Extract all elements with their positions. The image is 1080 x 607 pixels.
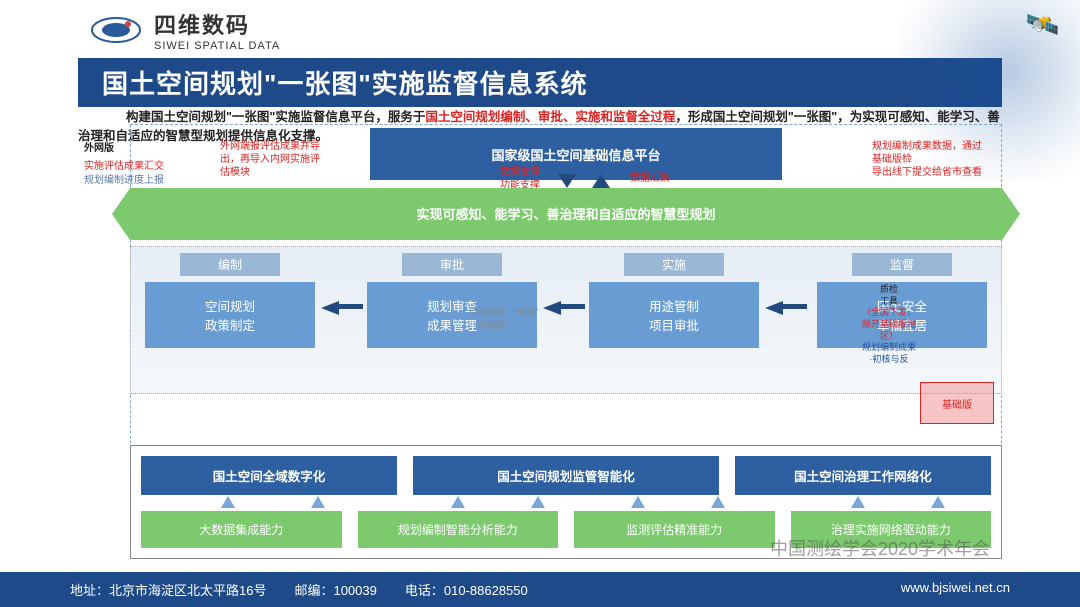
stage-col-1: 编制 空间规划政策制定	[145, 253, 315, 348]
note-left: 外网端报评估成果并导出，再导入内网实施评估模块	[220, 140, 320, 179]
footer-zip: 邮编：100039	[294, 580, 376, 599]
footer-url: www.bjsiwei.net.cn	[901, 580, 1010, 599]
green-cap-1: 大数据集成能力	[141, 511, 342, 548]
green-cap-3: 监测评估精准能力	[574, 511, 775, 548]
footer-tel: 电话：010-88628550	[405, 580, 528, 599]
stage-col-2: 审批 规划审查成果管理	[367, 253, 537, 348]
satellite-icon: 🛰️	[1025, 8, 1060, 41]
footer-addr: 地址：北京市海淀区北太平路16号	[70, 580, 266, 599]
main-content: 构建国土空间规划"一张图"实施监督信息平台，服务于国土空间规划编制、审批、实施和…	[78, 108, 1002, 559]
note-mid2: 数据汇集	[630, 172, 670, 185]
page-title: 国土空间规划"一张图"实施监督信息系统	[78, 58, 1002, 107]
stage-col-3: 实施 用途管制项目审批	[589, 253, 759, 348]
note-right: 规划编制成果数据，通过基础版检 导出线下提交给省市查看	[872, 140, 982, 179]
blue-cap-1: 国土空间全域数字化	[141, 456, 397, 495]
green-capability-band: 实现可感知、能学习、善治理和自适应的智慧型规划	[130, 188, 1002, 240]
blue-cap-3: 国土空间治理工作网络化	[735, 456, 991, 495]
green-cap-2: 规划编制智能分析能力	[358, 511, 559, 548]
brand-en: SIWEI SPATIAL DATA	[154, 40, 280, 52]
side-labels: 外网版 实施评估成果汇交 规划编制进度上报	[84, 142, 164, 188]
brand-cn: 四维数码	[154, 8, 280, 40]
watermark: 中国测绘学会2020学术年会	[770, 535, 990, 561]
logo-icon	[90, 12, 142, 48]
top-platform-box: 国家级国土空间基础信息平台	[370, 128, 782, 180]
blue-cap-2: 国土空间规划监管智能化	[413, 456, 719, 495]
basic-version-box: 基础版	[920, 382, 994, 424]
architecture-diagram: 外网版 实施评估成果汇交 规划编制进度上报 国家级国土空间基础信息平台 外网端报…	[130, 124, 1002, 559]
footer: 地址：北京市海淀区北太平路16号 邮编：100039 电话：010-886285…	[0, 572, 1080, 607]
qc-tool-note: 质检 工具 （全国下发，除开基础版地区） 规划编制成果·初核与反	[862, 284, 916, 366]
